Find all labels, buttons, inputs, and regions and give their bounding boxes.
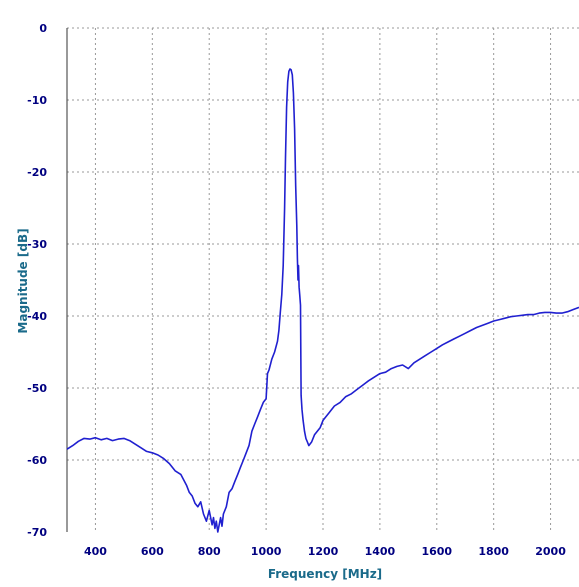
- x-tick-label: 600: [141, 545, 164, 558]
- y-tick-label: -10: [27, 94, 47, 107]
- series-group: [66, 68, 579, 533]
- y-tick-labels: 0 -10 -20 -30 -40 -50 -60 -70: [27, 22, 47, 539]
- y-tick-label: -50: [27, 382, 47, 395]
- grid-lines: [67, 27, 579, 532]
- y-tick-label: -60: [27, 454, 47, 467]
- y-tick-label: 0: [39, 22, 47, 35]
- y-tick-label: -70: [27, 526, 47, 539]
- y-tick-label: -40: [27, 310, 47, 323]
- x-tick-labels: 400 600 800 1000 1200 1400 1600 1800 2000: [84, 545, 566, 558]
- x-tick-label: 400: [84, 545, 107, 558]
- x-tick-label: 2000: [535, 545, 566, 558]
- x-tick-label: 1000: [251, 545, 282, 558]
- x-tick-label: 1800: [478, 545, 509, 558]
- y-tick-label: -30: [27, 238, 47, 251]
- x-tick-label: 1600: [421, 545, 452, 558]
- series-line: [66, 68, 579, 533]
- x-axis-title: Frequency [MHz]: [268, 567, 382, 581]
- y-tick-label: -20: [27, 166, 47, 179]
- x-tick-label: 1400: [365, 545, 396, 558]
- x-tick-label: 800: [198, 545, 221, 558]
- x-tick-label: 1200: [308, 545, 339, 558]
- y-axis-title: Magnitude [dB]: [16, 228, 30, 333]
